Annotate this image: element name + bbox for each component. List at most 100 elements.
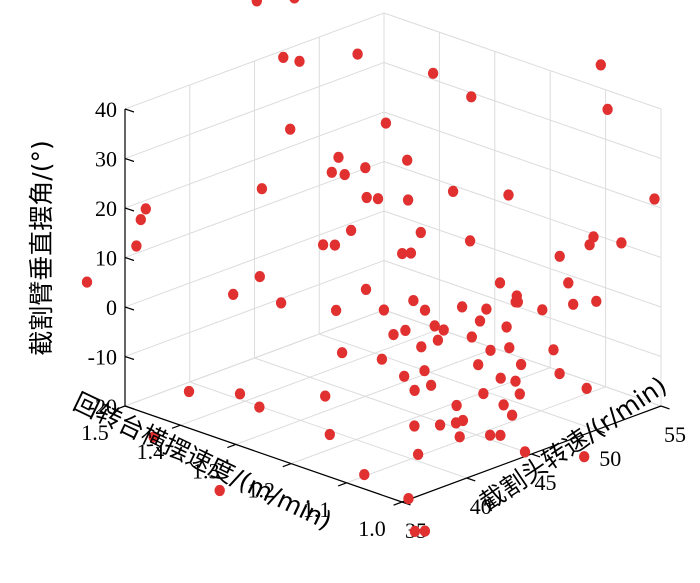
floor-gridline — [180, 328, 440, 426]
side-wall-gridline — [383, 161, 662, 258]
z-tick-label: 40 — [95, 97, 117, 122]
data-points — [81, 0, 660, 538]
data-point — [289, 0, 300, 4]
data-point — [275, 297, 287, 309]
x-tick-label: 45 — [535, 470, 557, 495]
data-point — [317, 239, 329, 251]
y-tick-mark — [116, 405, 126, 410]
tick-labels: 35404550551.01.11.21.31.41.5-20-10010203… — [81, 97, 686, 543]
data-point — [320, 390, 331, 402]
z-tick-mark — [124, 108, 135, 113]
data-point — [498, 399, 509, 411]
side-wall-gridline — [383, 210, 662, 308]
data-point — [285, 123, 296, 135]
data-point — [131, 240, 142, 252]
data-point — [254, 401, 265, 413]
data-point — [495, 372, 506, 384]
data-point — [481, 303, 492, 315]
data-point — [568, 298, 579, 310]
x-tick-mark — [660, 405, 670, 410]
data-point — [588, 231, 599, 243]
data-point — [234, 388, 246, 400]
data-point — [504, 342, 515, 354]
data-point — [466, 331, 477, 343]
y-tick-label: 1.2 — [247, 478, 275, 503]
floor-gridline — [319, 333, 597, 431]
data-point — [563, 277, 574, 289]
data-point — [378, 304, 390, 316]
data-point — [183, 385, 195, 398]
data-point — [485, 344, 496, 356]
data-point — [278, 51, 289, 64]
y-tick-label: 1.0 — [358, 516, 386, 541]
data-point — [345, 224, 357, 236]
data-point — [425, 379, 437, 391]
data-point — [447, 185, 459, 197]
z-tick-mark — [124, 157, 135, 163]
back-wall-gridline — [124, 62, 385, 159]
data-point — [510, 375, 521, 387]
data-point — [415, 226, 426, 239]
y-tick-mark — [393, 501, 403, 506]
data-point — [616, 237, 627, 249]
data-point — [397, 248, 408, 260]
data-point — [419, 525, 431, 537]
data-point — [376, 353, 388, 365]
z-tick-mark — [124, 306, 135, 311]
floor-gridline — [291, 367, 551, 465]
y-tick-label: 1.1 — [303, 497, 331, 522]
data-point — [495, 429, 506, 441]
data-point — [451, 399, 462, 412]
data-point — [339, 169, 350, 181]
data-point — [427, 67, 439, 79]
data-point — [464, 235, 476, 247]
data-point — [438, 324, 449, 336]
data-point — [254, 271, 265, 283]
data-point — [336, 347, 348, 359]
data-point — [416, 341, 427, 353]
side-wall-gridline — [383, 111, 662, 209]
floor-gridline — [346, 386, 606, 484]
data-point — [360, 283, 372, 295]
data-point — [519, 446, 531, 458]
data-point — [380, 117, 392, 129]
y-tick-mark — [227, 443, 237, 449]
data-point — [450, 417, 462, 429]
y-axis-line — [124, 405, 403, 503]
z-tick-label: -10 — [88, 345, 117, 370]
data-point — [361, 191, 372, 204]
data-point — [591, 295, 602, 307]
data-point — [554, 250, 565, 262]
back-wall-gridline — [124, 309, 385, 407]
data-point — [400, 324, 411, 336]
y-tick-label: 1.3 — [192, 458, 220, 483]
data-point — [506, 409, 518, 421]
x-tick-mark — [466, 477, 476, 482]
data-point — [81, 276, 93, 288]
data-point — [602, 103, 613, 115]
axis-frame — [116, 108, 670, 506]
y-tick-mark — [171, 424, 181, 429]
data-point — [294, 55, 305, 67]
back-wall-gridline — [124, 111, 385, 209]
data-point — [409, 384, 420, 396]
z-tick-label: -20 — [88, 394, 117, 419]
data-point — [388, 329, 399, 341]
data-point — [432, 334, 444, 346]
z-tick-mark — [124, 256, 135, 262]
data-point — [403, 493, 414, 505]
floor-gridline — [235, 347, 495, 445]
data-point — [595, 59, 606, 71]
z-tick-mark — [124, 405, 135, 410]
data-point — [548, 344, 559, 356]
x-tick-mark — [531, 453, 541, 458]
data-point — [333, 151, 344, 163]
y-tick-mark — [337, 482, 347, 487]
data-point — [537, 304, 548, 316]
data-point — [581, 382, 592, 394]
data-point — [359, 469, 370, 481]
data-point — [214, 484, 225, 497]
data-point — [352, 48, 363, 60]
data-point — [510, 296, 521, 308]
